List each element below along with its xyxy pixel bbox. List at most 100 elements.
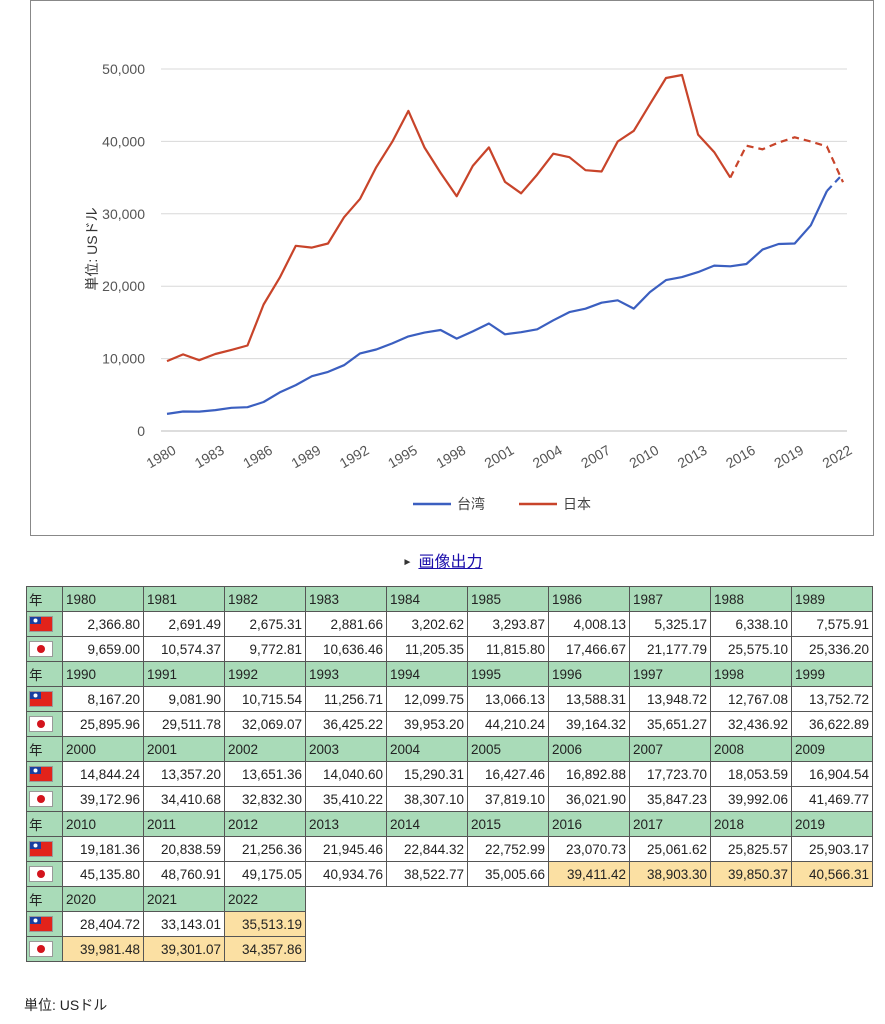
taiwan-value-cell: 5,325.17 bbox=[629, 611, 711, 637]
japan-value-cell: 39,981.48 bbox=[62, 936, 144, 962]
japan-label bbox=[26, 861, 63, 887]
japan-label bbox=[26, 711, 63, 737]
unit-note: 単位: USドル bbox=[24, 997, 108, 1013]
taiwan-value-cell: 19,181.36 bbox=[62, 836, 144, 862]
taiwan-value-cell: 12,099.75 bbox=[386, 686, 468, 712]
x-axis-ticks: 1980 1983 1986 1989 1992 1995 1998 2001 2004 2007… bbox=[144, 442, 855, 472]
year-cell: 1995 bbox=[467, 661, 549, 687]
taiwan-value-cell: 13,588.31 bbox=[548, 686, 630, 712]
japan-label bbox=[26, 936, 63, 962]
taiwan-flag-icon bbox=[29, 841, 53, 858]
year-cell: 2010 bbox=[62, 811, 144, 837]
year-cell: 2000 bbox=[62, 736, 144, 762]
year-cell: 1982 bbox=[224, 586, 306, 612]
x-tick-label: 2013 bbox=[675, 442, 710, 472]
taiwan-value-cell: 14,844.24 bbox=[62, 761, 144, 787]
taiwan-row: 19,181.36 20,838.59 21,256.36 21,945.46 22,8… bbox=[26, 836, 873, 862]
taiwan-value-cell: 13,066.13 bbox=[467, 686, 549, 712]
grid-lines bbox=[161, 68, 847, 432]
year-cell: 2012 bbox=[224, 811, 306, 837]
japan-value-cell: 35,410.22 bbox=[305, 786, 387, 812]
taiwan-value-cell: 28,404.72 bbox=[62, 911, 144, 937]
japan-flag-icon bbox=[29, 941, 53, 958]
japan-flag-icon bbox=[29, 716, 53, 733]
taiwan-value-cell: 7,575.91 bbox=[791, 611, 873, 637]
japan-value-cell: 25,575.10 bbox=[710, 636, 792, 662]
japan-value-cell: 32,436.92 bbox=[710, 711, 792, 737]
taiwan-row: 28,404.72 33,143.01 35,513.19 bbox=[26, 911, 873, 937]
japan-value-cell: 21,177.79 bbox=[629, 636, 711, 662]
year-cell: 2009 bbox=[791, 736, 873, 762]
taiwan-label bbox=[26, 836, 63, 862]
year-cell: 2001 bbox=[143, 736, 225, 762]
japan-value-cell: 17,466.67 bbox=[548, 636, 630, 662]
data-table: 年 1980 1981 1982 1983 1984 1985 1986 1987 1988 198… bbox=[26, 586, 873, 962]
year-cell: 1980 bbox=[62, 586, 144, 612]
series-line bbox=[166, 73, 732, 363]
year-header-label: 年 bbox=[26, 886, 63, 912]
x-tick-label: 1989 bbox=[288, 442, 323, 472]
year-cell: 1992 bbox=[224, 661, 306, 687]
y-axis-label: 単位: USドル bbox=[84, 207, 100, 290]
taiwan-value-cell: 11,256.71 bbox=[305, 686, 387, 712]
taiwan-flag-icon bbox=[29, 916, 53, 933]
japan-value-cell: 41,469.77 bbox=[791, 786, 873, 812]
x-tick-label: 2004 bbox=[530, 442, 565, 472]
taiwan-value-cell: 2,675.31 bbox=[224, 611, 306, 637]
japan-value-cell: 34,357.86 bbox=[224, 936, 306, 962]
taiwan-value-cell: 21,256.36 bbox=[224, 836, 306, 862]
year-cell: 2013 bbox=[305, 811, 387, 837]
year-header-label: 年 bbox=[26, 736, 63, 762]
japan-value-cell: 32,832.30 bbox=[224, 786, 306, 812]
japan-value-cell: 35,005.66 bbox=[467, 861, 549, 887]
taiwan-label bbox=[26, 686, 63, 712]
y-axis-ticks: 0 10,000 20,000 30,000 40,000 50,000 bbox=[102, 61, 145, 439]
japan-value-cell: 36,021.90 bbox=[548, 786, 630, 812]
taiwan-value-cell: 25,825.57 bbox=[710, 836, 792, 862]
taiwan-value-cell: 14,040.60 bbox=[305, 761, 387, 787]
japan-value-cell: 29,511.78 bbox=[143, 711, 225, 737]
year-cell: 1996 bbox=[548, 661, 630, 687]
japan-row: 39,981.48 39,301.07 34,357.86 bbox=[26, 936, 873, 962]
taiwan-label bbox=[26, 911, 63, 937]
japan-row: 25,895.96 29,511.78 32,069.07 36,425.22 39,9… bbox=[26, 711, 873, 737]
taiwan-value-cell: 2,691.49 bbox=[143, 611, 225, 637]
taiwan-value-cell: 10,715.54 bbox=[224, 686, 306, 712]
export-image-link[interactable]: 画像出力 bbox=[418, 554, 483, 571]
taiwan-flag-icon bbox=[29, 616, 53, 633]
taiwan-value-cell: 33,143.01 bbox=[143, 911, 225, 937]
series-line-estimate bbox=[729, 136, 845, 183]
taiwan-row: 2,366.80 2,691.49 2,675.31 2,881.66 3,202.62… bbox=[26, 611, 873, 637]
taiwan-value-cell: 2,366.80 bbox=[62, 611, 144, 637]
japan-value-cell: 39,411.42 bbox=[548, 861, 630, 887]
japan-value-cell: 39,953.20 bbox=[386, 711, 468, 737]
y-tick-label: 40,000 bbox=[102, 133, 145, 149]
taiwan-value-cell: 25,061.62 bbox=[629, 836, 711, 862]
year-cell: 1999 bbox=[791, 661, 873, 687]
japan-value-cell: 49,175.05 bbox=[224, 861, 306, 887]
japan-value-cell: 39,992.06 bbox=[710, 786, 792, 812]
legend: 台湾 日本 bbox=[413, 496, 591, 512]
japan-value-cell: 35,847.23 bbox=[629, 786, 711, 812]
taiwan-value-cell: 22,844.32 bbox=[386, 836, 468, 862]
japan-row: 39,172.96 34,410.68 32,832.30 35,410.22 38,3… bbox=[26, 786, 873, 812]
taiwan-flag-icon bbox=[29, 766, 53, 783]
taiwan-value-cell: 3,293.87 bbox=[467, 611, 549, 637]
legend-entry: 日本 bbox=[563, 496, 591, 512]
taiwan-value-cell: 16,892.88 bbox=[548, 761, 630, 787]
taiwan-flag-icon bbox=[29, 691, 53, 708]
year-cell: 1994 bbox=[386, 661, 468, 687]
year-cell: 1985 bbox=[467, 586, 549, 612]
japan-value-cell: 10,636.46 bbox=[305, 636, 387, 662]
year-header-row: 年 2020 2021 2022 bbox=[26, 886, 873, 912]
year-cell: 1998 bbox=[710, 661, 792, 687]
japan-value-cell: 34,410.68 bbox=[143, 786, 225, 812]
japan-value-cell: 40,934.76 bbox=[305, 861, 387, 887]
japan-value-cell: 45,135.80 bbox=[62, 861, 144, 887]
year-cell: 2014 bbox=[386, 811, 468, 837]
year-cell: 2018 bbox=[710, 811, 792, 837]
year-cell: 1981 bbox=[143, 586, 225, 612]
year-cell: 1991 bbox=[143, 661, 225, 687]
line-chart: 0 10,000 20,000 30,000 40,000 50,000 1980 1983… bbox=[84, 61, 855, 512]
taiwan-value-cell: 13,752.72 bbox=[791, 686, 873, 712]
